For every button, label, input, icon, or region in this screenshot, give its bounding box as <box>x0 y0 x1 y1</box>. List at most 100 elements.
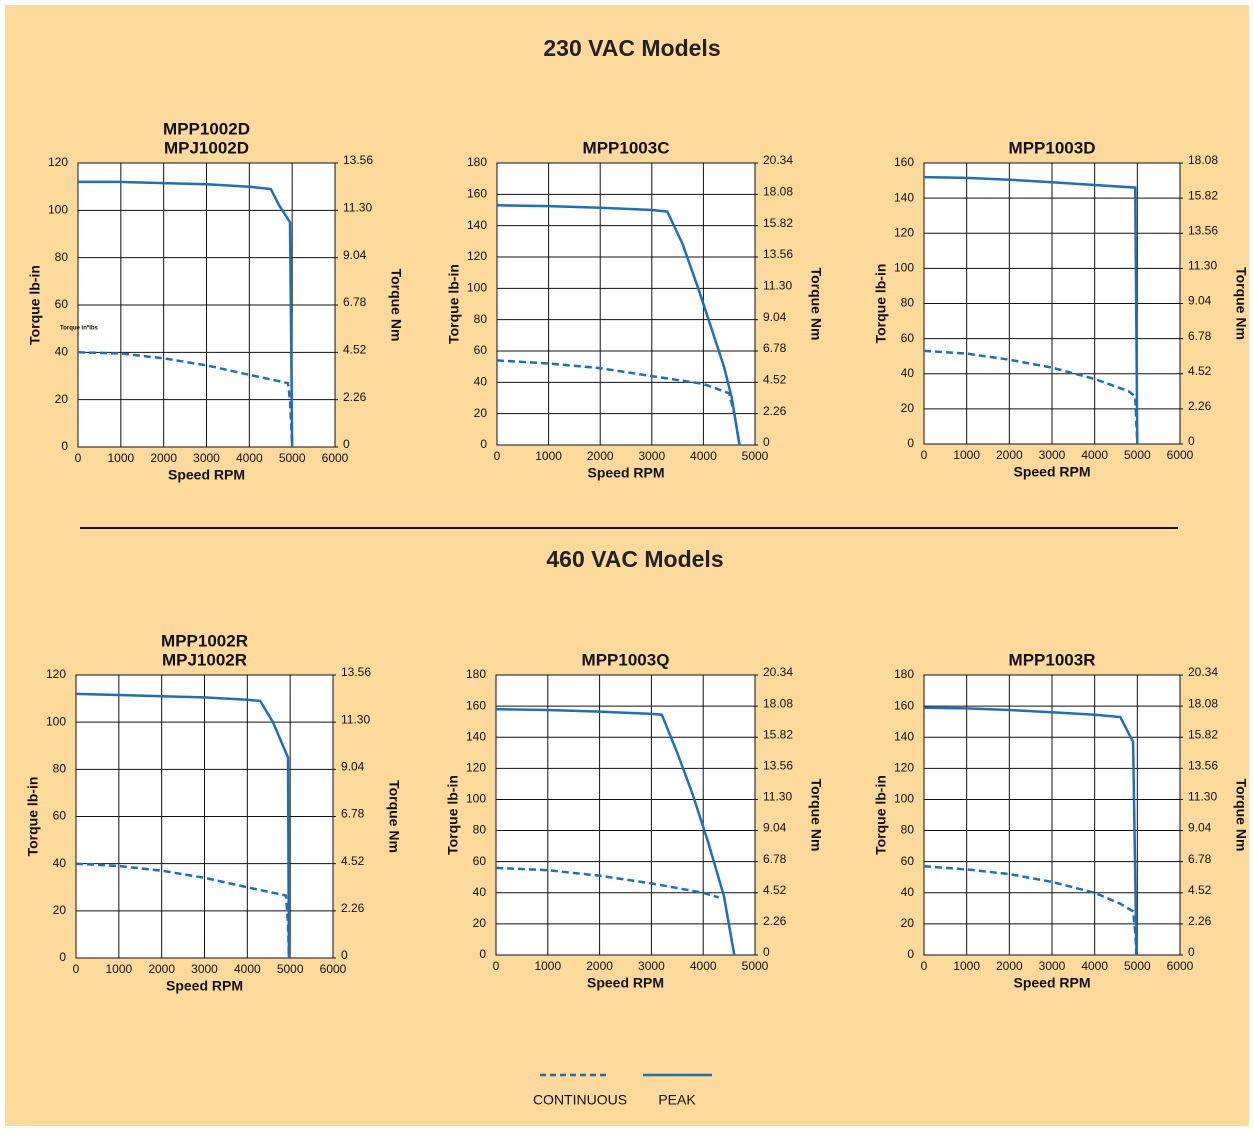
y-tick-label: 120 <box>467 249 487 263</box>
section-title: 460 VAC Models <box>546 546 723 572</box>
y-tick-label: 160 <box>466 698 486 712</box>
x-tick-label: 4000 <box>236 451 263 465</box>
y-tick-label: 140 <box>466 729 486 743</box>
y-tick-label: 100 <box>467 281 487 295</box>
x-tick-label: 5000 <box>277 962 304 976</box>
y-tick-label: 20 <box>53 903 67 917</box>
chart-title: MPP1003D <box>1009 138 1096 157</box>
y2-axis-title: Torque Nm <box>1233 779 1249 852</box>
x-tick-label: 5000 <box>1124 959 1151 973</box>
data-line <box>496 359 741 446</box>
y-tick-label: 80 <box>901 823 915 837</box>
y2-tick-label: 4.52 <box>1188 364 1212 378</box>
x-tick-label: 5000 <box>1124 448 1151 462</box>
y2-tick-label: 0 <box>763 945 770 959</box>
legend-label: PEAK <box>658 1092 696 1108</box>
x-axis-title: Speed RPM <box>1013 975 1090 991</box>
y-tick-label: 60 <box>53 809 67 823</box>
y2-tick-label: 0 <box>1188 945 1195 959</box>
y-tick-label: 60 <box>473 854 487 868</box>
y-tick-label: 180 <box>467 155 487 169</box>
chart-title: MPJ1002D <box>164 138 249 157</box>
x-tick-label: 2000 <box>148 962 175 976</box>
x-tick-label: 4000 <box>690 959 717 973</box>
y2-tick-label: 6.78 <box>763 341 787 355</box>
x-tick-label: 6000 <box>320 962 347 976</box>
x-tick-label: 0 <box>921 448 928 462</box>
y2-axis-title: Torque Nm <box>808 268 824 341</box>
x-tick-label: 5000 <box>279 451 306 465</box>
y2-tick-label: 0 <box>343 437 350 451</box>
y-tick-label: 160 <box>467 187 487 201</box>
y2-tick-label: 4.52 <box>343 343 367 357</box>
x-tick-label: 0 <box>494 449 501 463</box>
y-tick-label: 0 <box>907 436 914 450</box>
chart-title: MPJ1002R <box>162 650 247 669</box>
y2-tick-label: 13.56 <box>341 665 371 679</box>
y2-tick-label: 15.82 <box>763 216 793 230</box>
plot-area <box>495 674 756 956</box>
y-tick-label: 0 <box>907 947 914 961</box>
y2-axis-title: Torque Nm <box>1233 267 1249 340</box>
chart-title: MPP1003Q <box>582 650 670 669</box>
y-tick-label: 0 <box>59 950 66 964</box>
data-line <box>75 692 291 959</box>
y2-tick-label: 6.78 <box>1188 852 1212 866</box>
chart-title: MPP1002R <box>161 631 248 650</box>
y-tick-label: 40 <box>901 366 915 380</box>
y-tick-label: 100 <box>894 792 914 806</box>
y-tick-label: 140 <box>894 729 914 743</box>
y2-tick-label: 4.52 <box>341 854 365 868</box>
x-axis-title: Speed RPM <box>166 978 243 994</box>
y2-tick-label: 13.56 <box>1188 223 1218 237</box>
y-tick-label: 100 <box>466 792 486 806</box>
x-tick-label: 2000 <box>586 959 613 973</box>
data-line <box>495 866 720 899</box>
x-tick-label: 4000 <box>690 449 717 463</box>
x-tick-label: 2000 <box>996 448 1023 462</box>
y-tick-label: 120 <box>48 155 68 169</box>
chart-title: MPP1003C <box>583 138 670 157</box>
x-tick-label: 3000 <box>193 451 220 465</box>
x-axis-title: Speed RPM <box>168 467 245 483</box>
y-tick-label: 140 <box>894 190 914 204</box>
y-tick-label: 40 <box>55 345 69 359</box>
y-tick-label: 20 <box>55 392 69 406</box>
y-tick-label: 160 <box>894 155 914 169</box>
data-line <box>923 349 1139 445</box>
x-tick-label: 1000 <box>105 962 132 976</box>
y2-tick-label: 6.78 <box>1188 329 1212 343</box>
x-tick-label: 6000 <box>322 451 349 465</box>
y-tick-label: 120 <box>894 761 914 775</box>
x-axis-title: Speed RPM <box>1013 464 1090 480</box>
chart-title: MPP1003R <box>1009 650 1096 669</box>
y-tick-label: 60 <box>901 331 915 345</box>
y2-tick-label: 9.04 <box>1188 294 1212 308</box>
x-tick-label: 4000 <box>234 962 261 976</box>
y2-tick-label: 11.30 <box>763 790 792 804</box>
y2-tick-label: 4.52 <box>763 373 787 387</box>
y-tick-label: 120 <box>894 225 914 239</box>
y-tick-label: 0 <box>61 439 68 453</box>
y2-tick-label: 0 <box>1188 434 1195 448</box>
y-tick-label: 80 <box>53 762 67 776</box>
y-tick-label: 0 <box>480 437 487 451</box>
y2-tick-label: 18.08 <box>1188 696 1218 710</box>
y2-tick-label: 6.78 <box>341 807 365 821</box>
x-tick-label: 0 <box>73 962 80 976</box>
x-tick-label: 6000 <box>1167 959 1194 973</box>
y2-tick-label: 11.30 <box>341 712 370 726</box>
y-tick-label: 180 <box>466 667 486 681</box>
x-tick-label: 3000 <box>1039 959 1066 973</box>
y2-tick-label: 2.26 <box>343 390 367 404</box>
y2-axis-title: Torque Nm <box>808 779 824 852</box>
y2-tick-label: 9.04 <box>763 310 787 324</box>
y2-tick-label: 6.78 <box>763 852 787 866</box>
x-tick-label: 5000 <box>742 449 769 463</box>
x-tick-label: 2000 <box>996 959 1023 973</box>
y-axis-title: Torque lb-in <box>445 775 461 855</box>
y-tick-label: 60 <box>901 854 915 868</box>
y2-tick-label: 20.34 <box>1188 665 1218 679</box>
y2-tick-label: 11.30 <box>1188 259 1217 273</box>
